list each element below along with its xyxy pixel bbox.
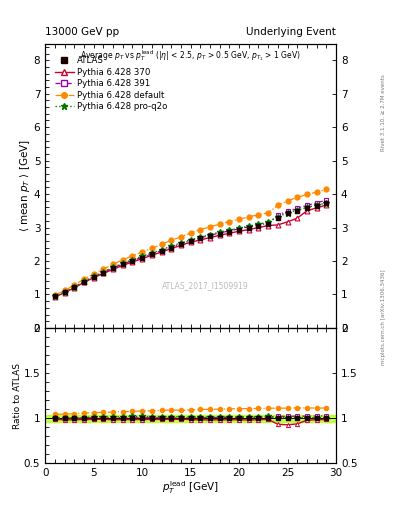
Text: Underlying Event: Underlying Event [246, 27, 336, 37]
X-axis label: $p_T^{\rm lead}$ [GeV]: $p_T^{\rm lead}$ [GeV] [162, 480, 219, 497]
Y-axis label: $\langle$ mean $p_{T}$ $\rangle$ [GeV]: $\langle$ mean $p_{T}$ $\rangle$ [GeV] [18, 139, 32, 232]
Text: ATLAS_2017_I1509919: ATLAS_2017_I1509919 [162, 281, 248, 290]
Legend: ATLAS, Pythia 6.428 370, Pythia 6.428 391, Pythia 6.428 default, Pythia 6.428 pr: ATLAS, Pythia 6.428 370, Pythia 6.428 39… [52, 54, 170, 114]
Bar [45, 415, 336, 422]
Text: Rivet 3.1.10, ≥ 2.7M events: Rivet 3.1.10, ≥ 2.7M events [381, 74, 386, 151]
Text: mcplots.cern.ch [arXiv:1306.3436]: mcplots.cern.ch [arXiv:1306.3436] [381, 270, 386, 365]
Text: 13000 GeV pp: 13000 GeV pp [45, 27, 119, 37]
Y-axis label: Ratio to ATLAS: Ratio to ATLAS [13, 362, 22, 429]
Text: Average $p_T$ vs $p_T^{\rm lead}$ ($|\eta|$ < 2.5, $p_T$ > 0.5 GeV, $p_{T_1}$ > : Average $p_T$ vs $p_T^{\rm lead}$ ($|\et… [80, 48, 301, 63]
